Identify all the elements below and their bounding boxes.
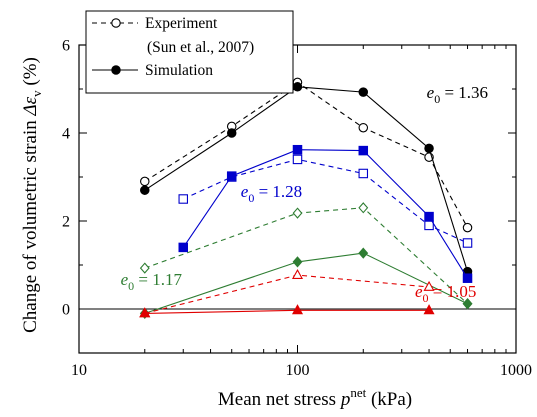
y-tick-label: 0 [62, 302, 70, 319]
data-point-e0-1-05-simulation [139, 307, 151, 318]
x-tick-label: 100 [286, 362, 310, 379]
annotation-136: e0 = 1.36 [427, 83, 488, 106]
annotation-105: e0 = 1.05 [415, 282, 476, 305]
data-point-e0-1-28-simulation [178, 242, 189, 253]
series-line-e0-1-05-simulation [144, 309, 430, 314]
data-point-e0-1-28-simulation [358, 145, 369, 156]
data-point-e0-1-28-experiment [178, 194, 189, 204]
legend-marker-experiment [111, 18, 121, 28]
x-axis-label: Mean net stress pnet (kPa) [218, 385, 412, 410]
data-point-e0-1-28-simulation [462, 273, 473, 283]
annotation-layer: e0 = 1.36 e0 = 1.28 e0 = 1.17 e0 = 1.05 [121, 83, 488, 305]
series-line-e0-1-36-simulation [144, 86, 469, 272]
y-tick-label: 2 [62, 214, 70, 231]
data-point-e0-1-17-experiment [292, 207, 303, 219]
data-point-e0-1-36-simulation [226, 128, 237, 138]
series-line-e0-1-17-simulation [144, 252, 468, 314]
axes-layer: 10 100 1000 0 2 4 6 [62, 38, 532, 380]
legend-label-1: Experiment [145, 15, 218, 32]
data-point-e0-1-05-experiment [291, 268, 304, 280]
annotation-128: e0 = 1.28 [241, 182, 302, 205]
series-line-e0-1-05-experiment [144, 274, 430, 314]
data-point-e0-1-05-simulation [291, 304, 304, 315]
series-line-e0-1-28-simulation [182, 149, 468, 279]
series-line-e0-1-17-experiment [144, 207, 468, 305]
legend-box [85, 10, 294, 94]
legend-label-3: Simulation [145, 62, 213, 79]
data-point-e0-1-36-simulation [140, 185, 150, 195]
series-layer [139, 77, 473, 320]
legend: Experiment (Sun et al., 2007) Simulation [85, 10, 294, 94]
data-point-e0-1-28-simulation [226, 171, 237, 181]
legend-marker-simulation [111, 65, 121, 75]
data-point-e0-1-17-experiment [139, 262, 150, 274]
x-tick-label: 10 [71, 362, 87, 379]
data-point-e0-1-17-simulation [292, 256, 303, 268]
y-axis-label: Change of volumetric strain Δεv (%) [20, 57, 44, 333]
annotation-117: e0 = 1.17 [121, 270, 183, 293]
data-point-e0-1-28-experiment [462, 238, 473, 248]
x-tick-label: 1000 [500, 362, 532, 379]
data-point-e0-1-28-simulation [424, 211, 434, 222]
data-point-e0-1-36-experiment [462, 222, 473, 233]
data-point-e0-1-17-simulation [358, 247, 369, 259]
series-line-e0-1-36-experiment [144, 81, 468, 228]
data-point-e0-1-05-experiment [423, 280, 435, 291]
legend-label-2: (Sun et al., 2007) [147, 39, 254, 56]
data-point-e0-1-36-simulation [424, 143, 434, 154]
data-point-e0-1-28-experiment [292, 154, 303, 165]
data-point-e0-1-36-simulation [292, 82, 303, 92]
data-point-e0-1-05-simulation [423, 304, 435, 315]
data-point-e0-1-36-simulation [358, 87, 369, 97]
data-point-e0-1-36-experiment [358, 122, 369, 133]
y-tick-label: 6 [62, 38, 70, 55]
data-point-e0-1-17-simulation [462, 298, 473, 310]
data-point-e0-1-36-experiment [140, 176, 150, 187]
y-tick-label: 4 [62, 126, 70, 143]
data-point-e0-1-28-simulation [292, 144, 303, 155]
series-line-e0-1-28-experiment [183, 158, 468, 244]
data-point-e0-1-28-experiment [424, 220, 434, 231]
data-point-e0-1-17-experiment [358, 202, 369, 214]
data-point-e0-1-28-experiment [358, 168, 369, 179]
